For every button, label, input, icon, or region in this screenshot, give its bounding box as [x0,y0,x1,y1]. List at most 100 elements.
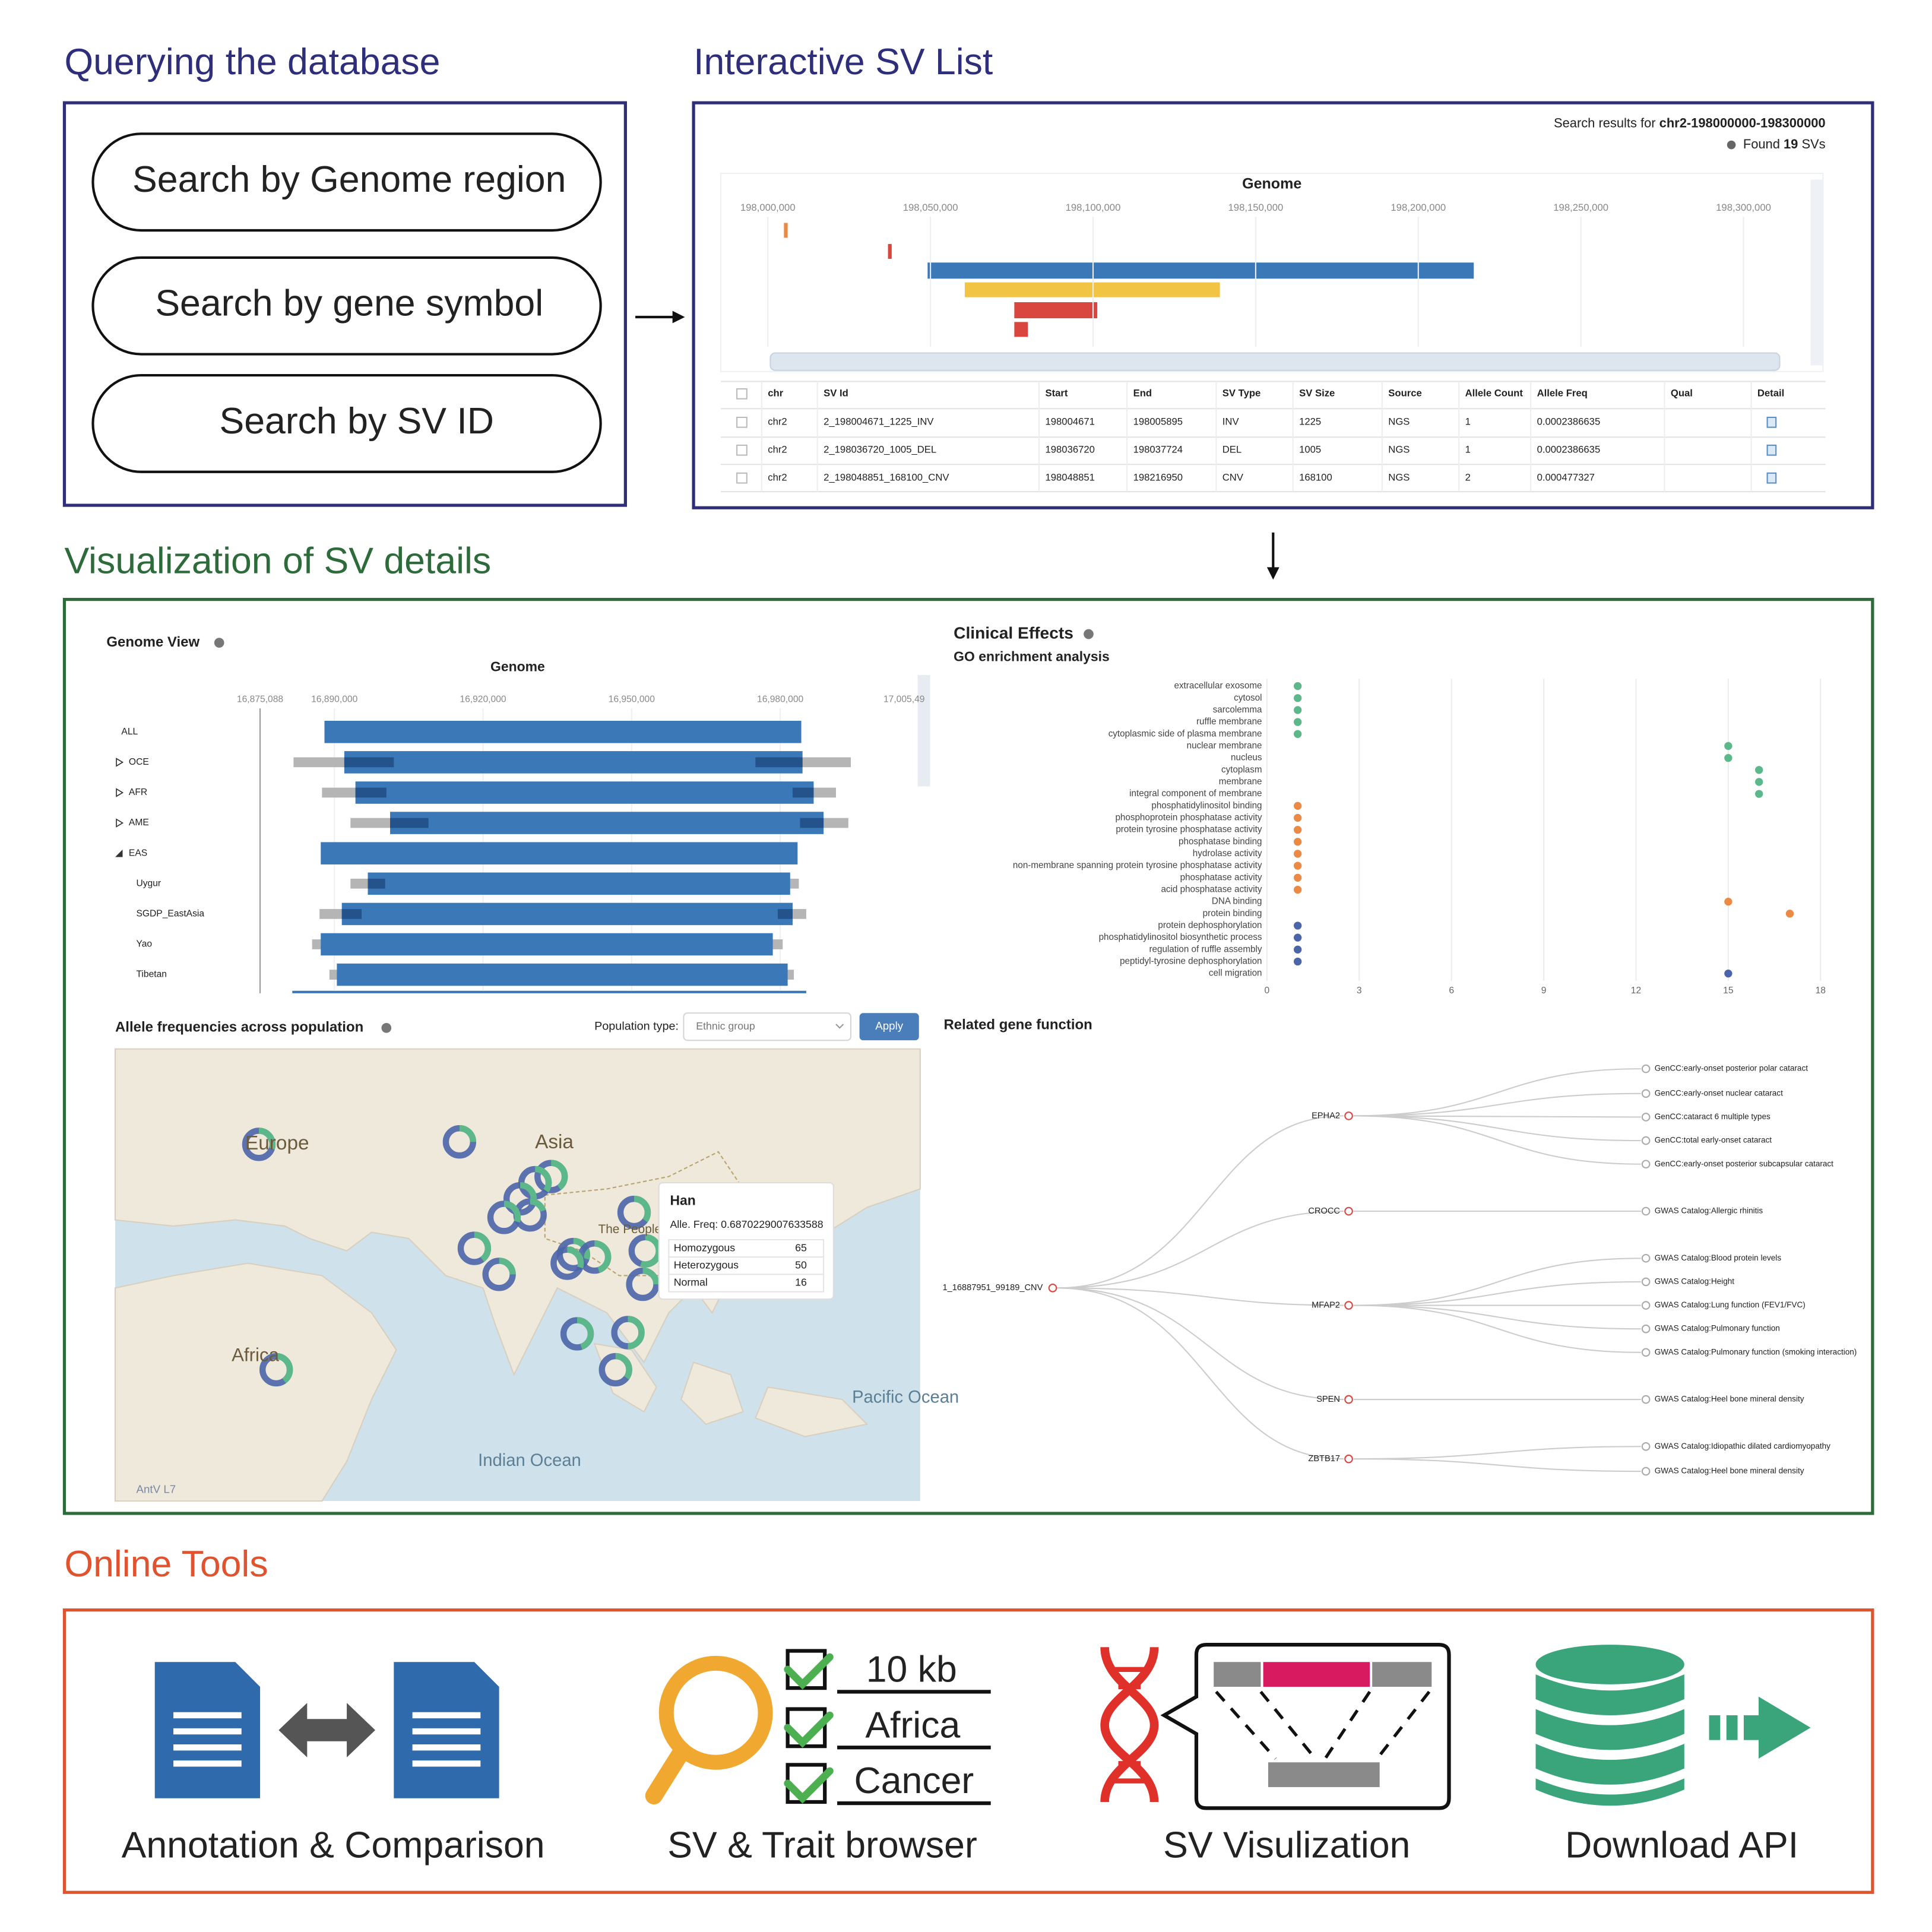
gene-label: ZBTB17 [1308,1454,1340,1464]
table-cell: 1 [1465,444,1471,455]
donut-segment[interactable] [259,1353,293,1387]
y-tick-label: hydrolase activity [1193,848,1262,859]
donut-segment[interactable] [457,1231,492,1265]
row-label: Tibetan [136,970,167,980]
donut-segment[interactable] [487,1201,521,1234]
tree-node[interactable] [1641,1136,1651,1145]
donut-segment[interactable] [513,1198,547,1232]
trait-label: GWAS Catalog:Allergic rhinitis [1655,1206,1763,1215]
expand-icon[interactable] [116,818,124,828]
tree-node[interactable] [1641,1301,1651,1310]
donut-segment[interactable] [482,1258,516,1291]
track-title: Genome [490,658,545,674]
column-header: End [1133,388,1152,399]
expand-icon[interactable] [116,758,124,767]
donut-segment[interactable] [598,1353,632,1387]
y-tick-label: phosphatase binding [1179,837,1262,847]
dot [1293,921,1302,930]
donut-segment[interactable] [626,1267,660,1301]
donut-segment[interactable] [242,1127,276,1161]
table-cell: chr2 [768,472,787,483]
tree-node[interactable] [1048,1284,1057,1293]
table-cell: 198004671 [1045,416,1094,427]
tree-link [1353,1281,1641,1306]
tooltip-cell: 16 [795,1277,807,1288]
tick-label: 16,890,000 [311,695,358,705]
tree-node[interactable] [1344,1301,1353,1310]
sv-bar [344,751,803,774]
dot [1293,850,1302,858]
ci-bar [341,909,362,919]
donut-segment[interactable] [550,1246,584,1280]
tools-box [62,1608,1874,1894]
checkbox[interactable] [736,416,748,428]
filter-label: Africa [865,1704,960,1746]
tree-node[interactable] [1344,1111,1353,1120]
search-option[interactable] [91,373,602,473]
tree-node[interactable] [1641,1467,1651,1476]
tree-node[interactable] [1641,1324,1651,1334]
ci-bar [355,787,387,798]
tree-node[interactable] [1641,1160,1651,1169]
tree-node[interactable] [1641,1253,1651,1263]
y-tick-label: nuclear membrane [1187,740,1262,750]
found-label: Found [1743,137,1780,151]
tree-node[interactable] [1641,1113,1651,1122]
expand-icon[interactable] [115,849,123,857]
donut-segment[interactable] [518,1165,552,1200]
table-cell: 0.0002386635 [1537,444,1601,455]
tree-node[interactable] [1641,1348,1651,1357]
dna-icon [1100,1642,1451,1810]
column-header: SV Size [1299,388,1335,399]
detail-icon[interactable] [1766,444,1777,456]
donut-segment[interactable] [556,1237,590,1272]
y-tick-label: integral component of membrane [1129,788,1262,799]
dot [1754,766,1763,774]
tree-node[interactable] [1344,1206,1353,1216]
tree-node[interactable] [1641,1089,1651,1098]
column-header: Allele Count [1465,388,1524,399]
tree-node[interactable] [1641,1206,1651,1216]
search-option[interactable] [91,256,602,356]
y-tick-label: acid phosphatase activity [1161,885,1262,895]
row-label: AME [129,818,149,828]
checkbox[interactable] [736,388,748,400]
tree-node[interactable] [1641,1442,1651,1451]
trait-label: GenCC:cataract 6 multiple types [1655,1112,1771,1121]
donut-segment[interactable] [534,1160,568,1193]
donut-segment[interactable] [611,1316,645,1350]
tree-node[interactable] [1641,1064,1651,1073]
button-label: Apply [875,1019,904,1032]
section-title: Online Tools [64,1543,268,1585]
tree-node[interactable] [1641,1277,1651,1287]
y-tick-label: nucleus [1231,753,1262,763]
search-option[interactable] [91,132,602,232]
gene-label: CROCC [1308,1206,1340,1216]
donut-segment[interactable] [578,1240,612,1274]
tree-node[interactable] [1344,1395,1353,1404]
expand-icon[interactable] [116,788,124,797]
details-box [62,597,1874,1515]
range-slider[interactable] [769,352,1781,371]
trait-label: GWAS Catalog:Heel bone mineral density [1655,1467,1804,1475]
donut-segment[interactable] [617,1195,651,1230]
checkbox[interactable] [736,472,748,484]
info-icon [1084,629,1094,639]
donut-segment[interactable] [560,1317,594,1351]
apply-button[interactable] [859,1013,919,1041]
ci-bar [777,909,793,919]
dot [1293,682,1302,691]
detail-icon[interactable] [1766,416,1777,428]
dot [1754,778,1763,786]
y-tick-label: sarcolemma [1213,705,1262,715]
tree-node[interactable] [1344,1454,1353,1464]
checkbox[interactable] [736,444,748,456]
donut-segment[interactable] [442,1125,477,1159]
y-tick-label: ruffle membrane [1196,717,1262,727]
table-cell: 1005 [1299,444,1321,455]
select[interactable] [683,1012,852,1041]
tool-label: SV Visulization [1163,1825,1410,1866]
tree-node[interactable] [1641,1395,1651,1404]
row-label: SGDP_EastAsia [136,909,204,919]
detail-icon[interactable] [1766,472,1777,484]
